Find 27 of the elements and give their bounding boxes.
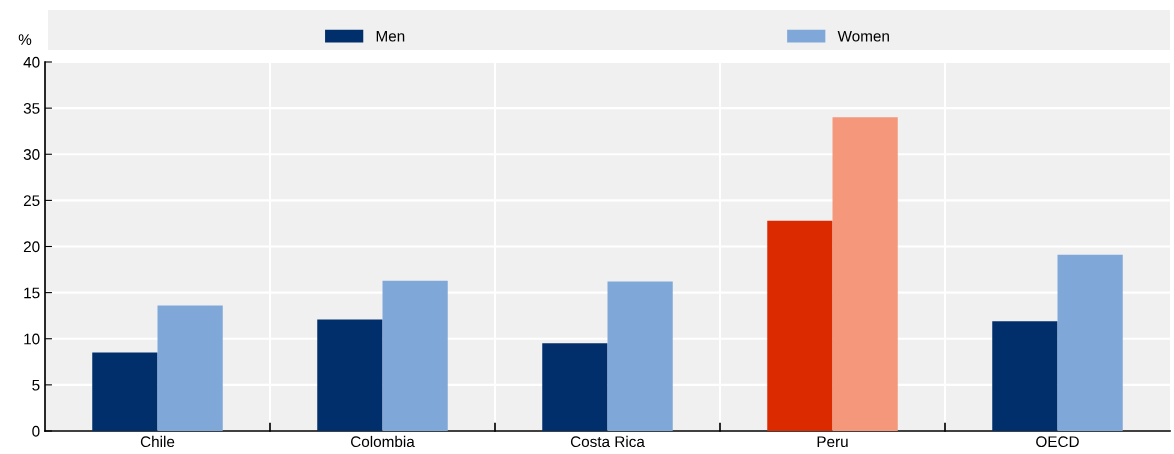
y-tick-label: 40: [23, 56, 40, 68]
bar: [382, 280, 448, 431]
y-tick-label: 10: [24, 333, 40, 345]
bar: [542, 343, 608, 431]
bar: [832, 117, 898, 431]
bar: [607, 281, 673, 431]
bar: [92, 352, 158, 431]
x-tick-label: Chile: [140, 435, 175, 448]
bar: [1057, 254, 1123, 431]
y-tick-label: 5: [32, 379, 40, 391]
y-tick-label: 35: [23, 102, 40, 114]
x-tick-label: Peru: [817, 436, 848, 448]
x-tick-label: Colombia: [351, 435, 415, 448]
x-tick-label: OECD: [1036, 436, 1079, 448]
legend-label: Men: [376, 30, 405, 42]
y-tick-label: 25: [23, 195, 40, 207]
y-tick-label: 0: [32, 425, 40, 437]
y-tick-label: 30: [23, 149, 40, 160]
y-tick-label: 20: [23, 241, 40, 253]
y-axis-title: %: [18, 34, 32, 45]
legend-label: Women: [837, 30, 889, 42]
bar: [317, 319, 383, 431]
x-tick-label: Costa Rica: [570, 435, 645, 448]
bar: [767, 220, 833, 431]
bar: [992, 321, 1058, 431]
y-tick-label: 15: [24, 287, 40, 299]
bar: [157, 305, 223, 431]
